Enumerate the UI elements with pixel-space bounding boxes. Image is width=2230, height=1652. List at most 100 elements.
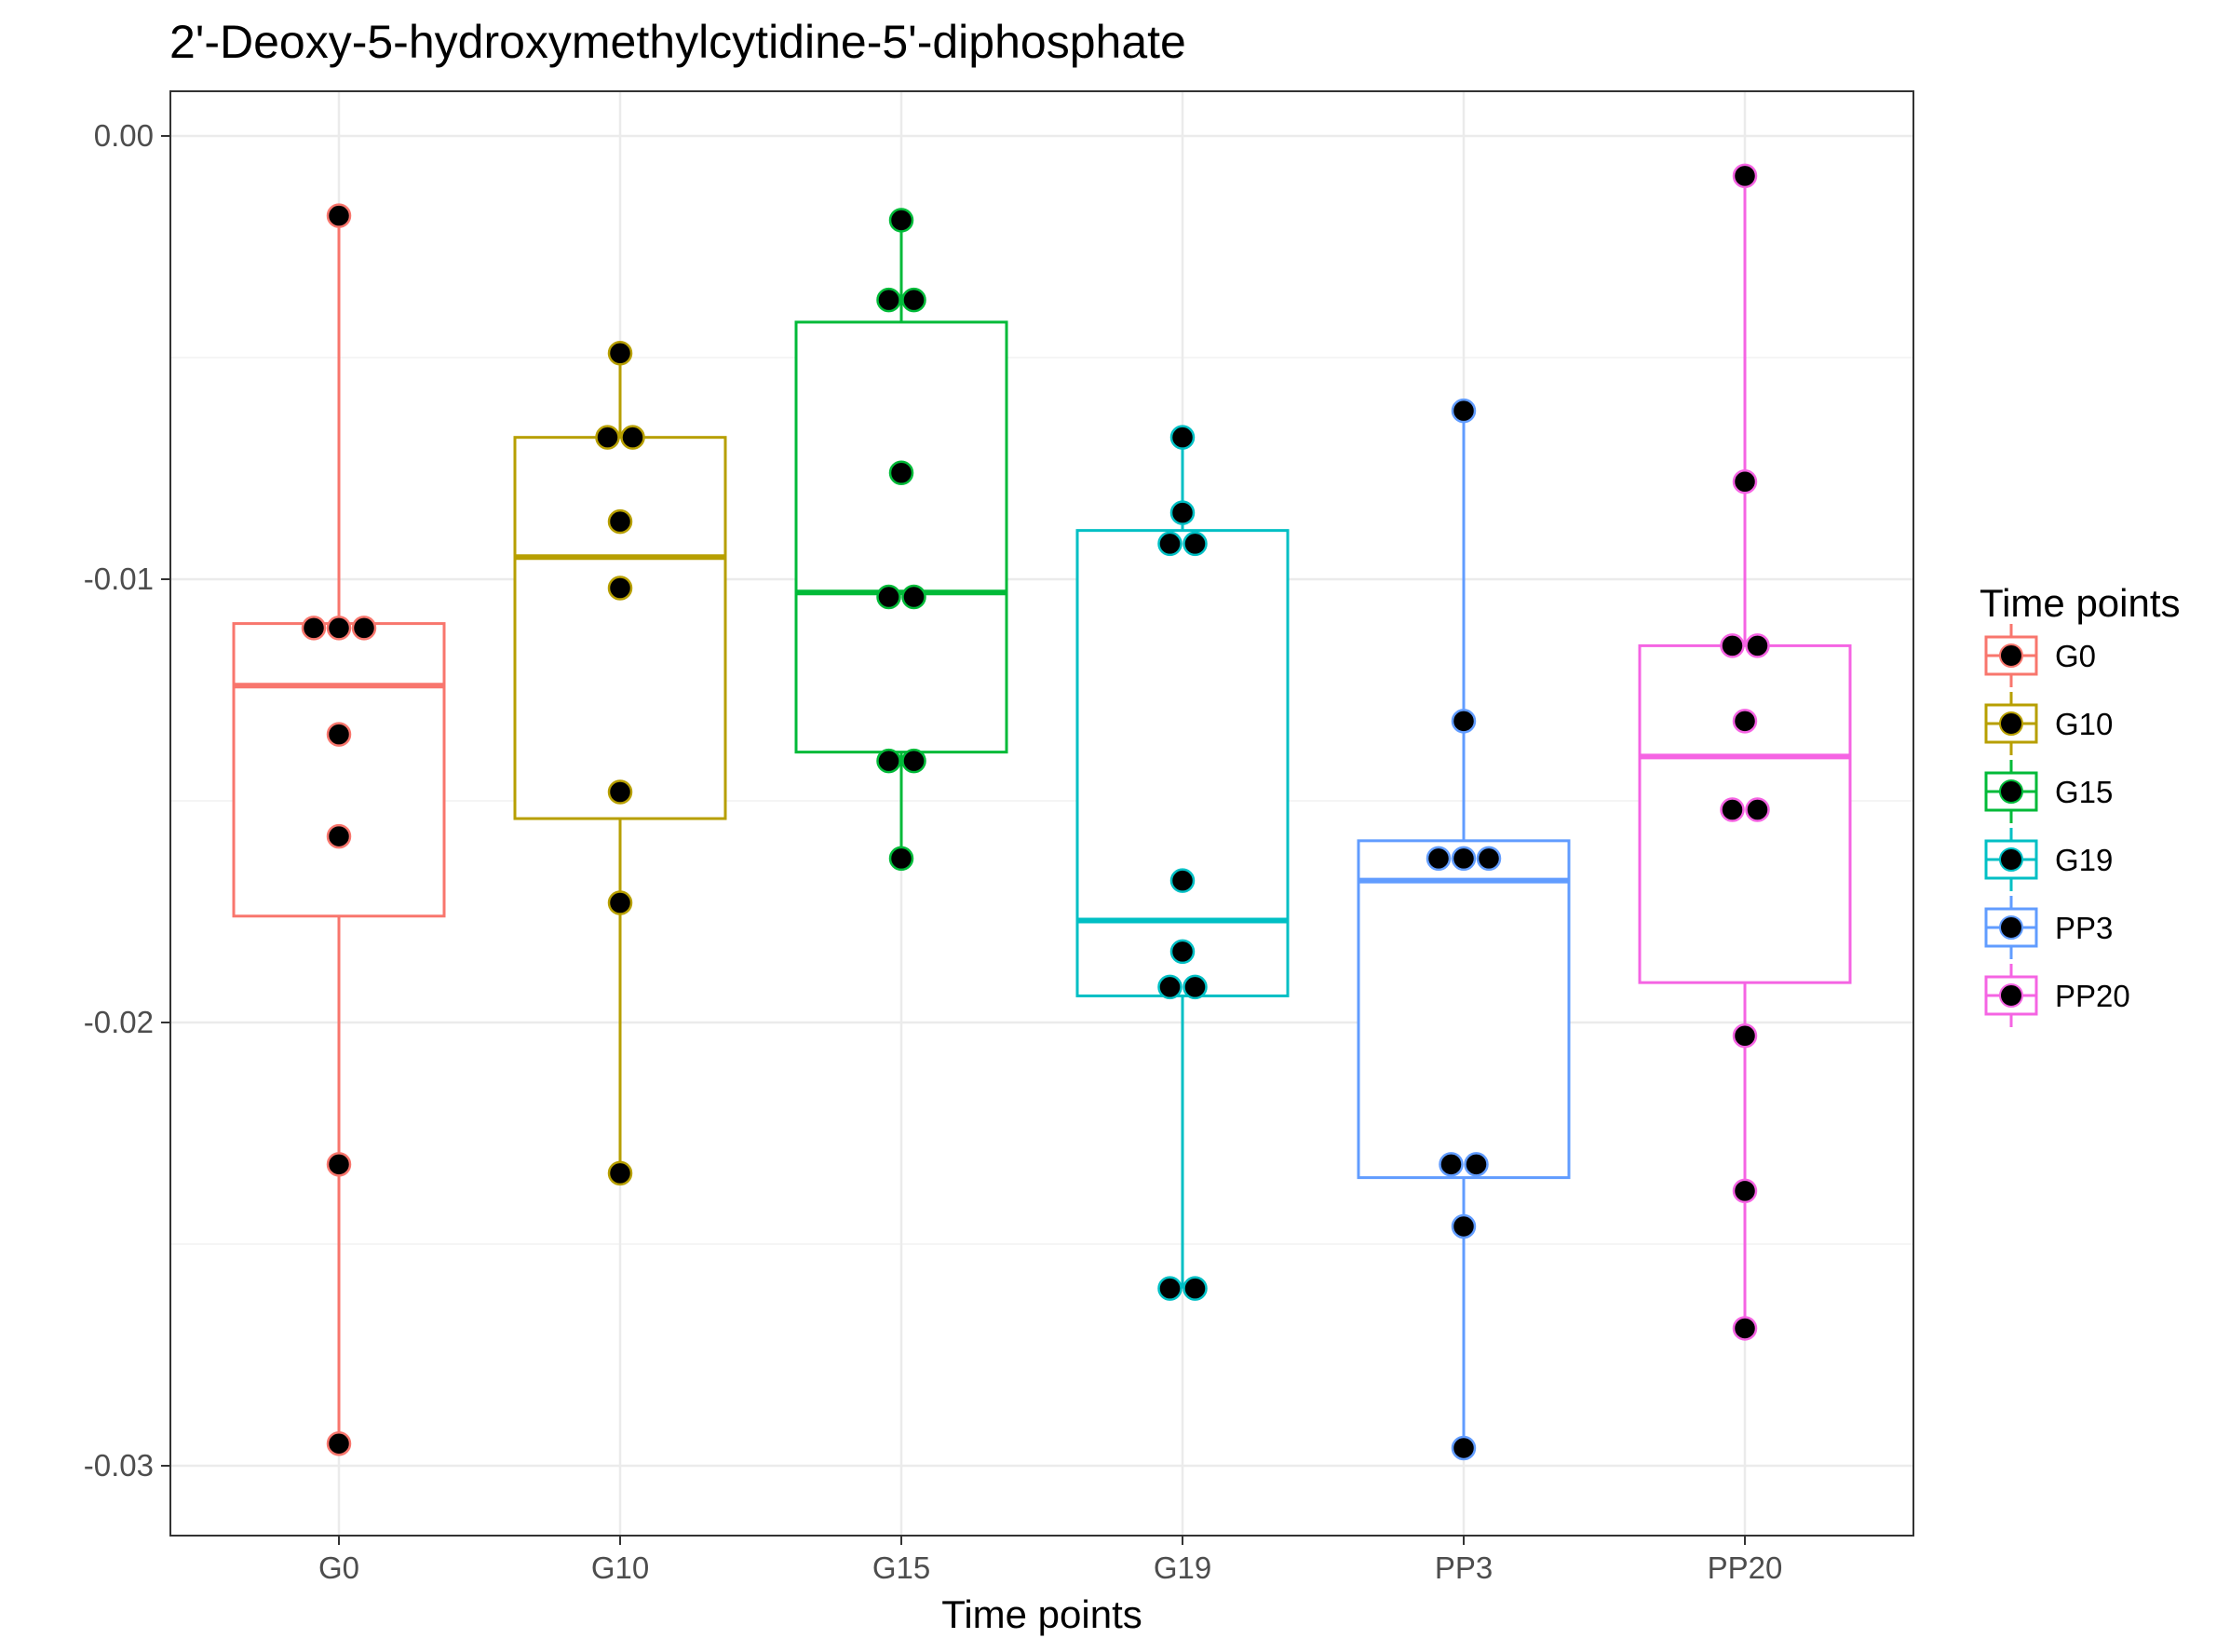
data-point-pp20 xyxy=(1732,1316,1758,1341)
data-point-g15 xyxy=(888,460,914,486)
legend-item-g10: G10 xyxy=(1984,692,2113,755)
data-point-pp20 xyxy=(1732,709,1758,734)
data-point-g15 xyxy=(876,584,901,610)
x-tick-label: G0 xyxy=(318,1550,359,1585)
data-point-g10 xyxy=(607,890,633,915)
box-body xyxy=(1638,643,1852,984)
y-tick-label: -0.03 xyxy=(84,1448,154,1483)
data-point-g15 xyxy=(901,748,926,774)
data-point-g10 xyxy=(607,779,633,805)
x-tick-label: PP20 xyxy=(1708,1550,1783,1585)
legend-label: G19 xyxy=(2055,843,2113,877)
y-tick-label: -0.01 xyxy=(84,562,154,596)
data-points xyxy=(301,163,1770,1461)
legend-label: G10 xyxy=(2055,707,2113,741)
data-point-pp20 xyxy=(1745,633,1770,658)
x-tick-label: G15 xyxy=(872,1550,930,1585)
box-g15 xyxy=(794,220,1008,859)
data-point-pp3 xyxy=(1451,846,1477,872)
data-point-g19 xyxy=(1169,939,1196,965)
data-point-g19 xyxy=(1183,531,1208,557)
data-point-pp20 xyxy=(1732,1178,1758,1204)
legend-item-g19: G19 xyxy=(1984,828,2113,891)
box-body xyxy=(1357,839,1571,1180)
boxes xyxy=(232,175,1852,1448)
legend-item-pp3: PP3 xyxy=(1984,896,2113,959)
y-tick-label: -0.02 xyxy=(84,1005,154,1039)
legend-label: G0 xyxy=(2055,639,2096,673)
data-point-g15 xyxy=(888,846,914,872)
data-point-g0 xyxy=(326,1152,352,1177)
data-point-g15 xyxy=(876,287,901,313)
legend-key-point xyxy=(1999,847,2023,872)
data-point-pp20 xyxy=(1745,797,1770,822)
legend-label: PP20 xyxy=(2055,979,2130,1013)
data-point-g0 xyxy=(326,1430,352,1456)
data-point-g19 xyxy=(1157,531,1183,557)
data-point-pp20 xyxy=(1720,633,1745,658)
box-body xyxy=(794,320,1008,754)
box-pp3 xyxy=(1357,411,1571,1448)
y-tick-label: 0.00 xyxy=(94,118,154,153)
data-point-pp3 xyxy=(1439,1152,1464,1177)
legend-key-point xyxy=(1999,983,2023,1008)
legend-item-g15: G15 xyxy=(1984,760,2113,823)
data-point-g15 xyxy=(876,748,901,774)
x-tick-label: PP3 xyxy=(1435,1550,1493,1585)
data-point-pp3 xyxy=(1426,846,1452,872)
data-point-g19 xyxy=(1183,1276,1208,1301)
data-point-g10 xyxy=(620,425,645,450)
data-point-g19 xyxy=(1169,425,1196,450)
data-point-g10 xyxy=(607,340,633,366)
data-point-g0 xyxy=(326,616,352,641)
data-point-g19 xyxy=(1157,1276,1183,1301)
data-point-pp3 xyxy=(1464,1152,1489,1177)
data-point-g19 xyxy=(1157,974,1183,1000)
legend-key-point xyxy=(1999,711,2023,736)
x-tick-label: G10 xyxy=(591,1550,649,1585)
legend-item-g0: G0 xyxy=(1984,624,2096,687)
data-point-pp20 xyxy=(1720,797,1745,822)
legend-key-point xyxy=(1999,915,2023,940)
data-point-g0 xyxy=(301,616,327,641)
x-axis-title: Time points xyxy=(941,1592,1142,1636)
legend-label: PP3 xyxy=(2055,911,2113,945)
legend-key-point xyxy=(1999,779,2023,804)
data-point-g0 xyxy=(326,722,352,747)
data-point-g0 xyxy=(351,616,377,641)
legend-title: Time points xyxy=(1980,581,2181,625)
x-tick-label: G19 xyxy=(1154,1550,1211,1585)
data-point-g15 xyxy=(901,584,926,610)
data-point-g0 xyxy=(326,823,352,849)
plot-panel-border xyxy=(169,90,1914,1537)
data-point-g19 xyxy=(1183,974,1208,1000)
data-point-pp3 xyxy=(1451,709,1477,734)
data-point-g10 xyxy=(607,1160,633,1186)
chart-title: 2'-Deoxy-5-hydroxymethylcytidine-5'-diph… xyxy=(169,16,1186,68)
data-point-g10 xyxy=(607,575,633,601)
data-point-pp20 xyxy=(1732,469,1758,494)
data-point-pp3 xyxy=(1451,398,1477,424)
data-point-g15 xyxy=(901,287,926,313)
legend: Time points G0 G10 G15 G19 PP3 PP20 xyxy=(1980,581,2181,1027)
data-point-g10 xyxy=(607,508,633,535)
data-point-pp20 xyxy=(1732,163,1758,189)
data-point-pp3 xyxy=(1451,1435,1477,1461)
data-point-g10 xyxy=(595,425,620,450)
data-point-g15 xyxy=(888,208,914,233)
data-point-pp20 xyxy=(1732,1023,1758,1049)
data-point-pp3 xyxy=(1476,846,1502,872)
legend-item-pp20: PP20 xyxy=(1984,964,2130,1027)
data-point-pp3 xyxy=(1451,1213,1477,1239)
box-body xyxy=(513,436,727,820)
data-point-g19 xyxy=(1169,868,1196,893)
box-pp20 xyxy=(1638,175,1852,1329)
legend-label: G15 xyxy=(2055,775,2113,809)
data-point-g0 xyxy=(326,203,352,228)
legend-key-point xyxy=(1999,643,2023,668)
box-body xyxy=(232,622,446,918)
axes: 0.00 -0.01 -0.02 -0.03 G0 G10 G15 G19 PP3 PP20 xyxy=(84,118,1783,1585)
box-g10 xyxy=(513,353,727,1173)
box-body xyxy=(1075,529,1290,997)
